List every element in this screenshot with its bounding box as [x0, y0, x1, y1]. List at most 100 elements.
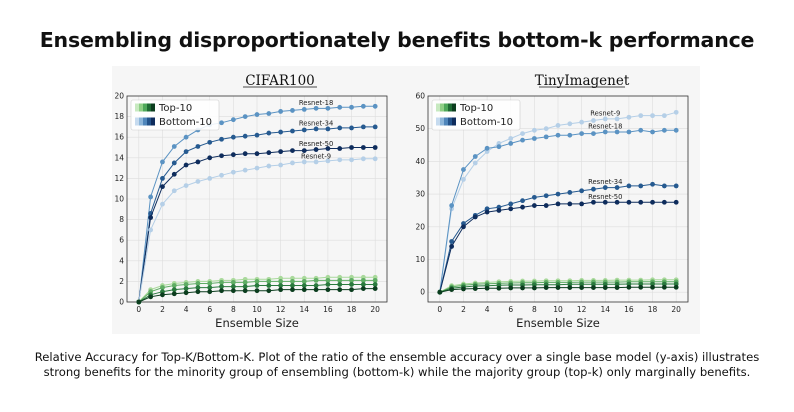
y-tick-label: 40: [415, 157, 425, 166]
data-point: [360, 145, 366, 150]
data-point: [349, 287, 354, 293]
data-point: [555, 285, 561, 291]
data-point: [673, 199, 679, 205]
y-tick-label: 6: [119, 236, 124, 245]
x-tick-labels: 0 2 4 6 8 10 12 14 16 18 20: [136, 305, 380, 314]
legend-swatch-segment: [151, 117, 155, 126]
data-point: [207, 155, 213, 161]
data-point: [360, 286, 366, 292]
data-point: [230, 280, 236, 285]
data-point: [254, 165, 260, 171]
data-point: [579, 285, 585, 291]
data-point: [555, 123, 561, 128]
data-point: [461, 167, 466, 172]
data-point: [219, 120, 224, 126]
legend-swatch-segment: [448, 117, 452, 126]
data-point: [449, 287, 455, 292]
data-point: [372, 145, 378, 150]
x-tick-label: 6: [207, 305, 212, 314]
series-annotation: Resnet-18: [299, 99, 333, 107]
x-tick-label: 2: [160, 305, 165, 314]
legend-label-top: Top-10: [459, 103, 493, 114]
data-point: [496, 285, 502, 291]
data-point: [207, 139, 213, 145]
data-point: [290, 108, 295, 113]
x-tick-label: 4: [184, 305, 189, 314]
legend-swatch-segment: [151, 103, 155, 112]
data-point: [301, 148, 307, 153]
data-point: [171, 283, 177, 288]
data-point: [484, 209, 490, 215]
data-point: [650, 181, 655, 187]
data-point: [183, 282, 189, 287]
x-tick-label: 20: [370, 305, 380, 314]
y-tick-labels: 0 10 20 30 40 50 60: [415, 92, 425, 297]
x-tick-label: 16: [323, 305, 333, 314]
data-point: [349, 277, 354, 283]
data-point: [254, 112, 260, 117]
y-tick-label: 14: [114, 153, 124, 162]
data-point: [242, 114, 248, 119]
data-point: [171, 291, 177, 297]
data-point: [638, 183, 644, 189]
series-annotation: Resnet-9: [590, 109, 620, 117]
data-point: [160, 159, 165, 165]
x-tick-label: 8: [231, 305, 236, 314]
data-point: [626, 284, 632, 290]
legend-swatch-segment: [440, 103, 444, 112]
figure-panel: CIFAR100 Resnet-18 Resnet-34 Resnet-50 Resn…: [112, 66, 700, 334]
data-point: [673, 127, 679, 133]
data-point: [313, 287, 319, 293]
data-point: [254, 279, 260, 284]
data-point: [183, 286, 189, 292]
data-point: [650, 284, 655, 290]
data-point: [372, 286, 378, 292]
data-point: [650, 199, 655, 205]
data-point: [301, 127, 307, 133]
data-point: [160, 176, 165, 181]
legend-swatch-segment: [452, 103, 456, 112]
data-point: [219, 280, 224, 285]
x-tick-labels: 0 2 4 6 8 10 12 14 16 18 20: [437, 305, 681, 314]
data-point: [160, 292, 165, 298]
y-tick-label: 0: [420, 288, 425, 297]
data-point: [591, 285, 596, 291]
data-point: [290, 148, 295, 153]
legend-swatch-segment: [139, 103, 143, 112]
data-point: [148, 294, 154, 300]
y-tick-label: 20: [415, 222, 425, 231]
data-point: [591, 131, 596, 137]
x-tick-label: 18: [347, 305, 357, 314]
data-point: [301, 279, 307, 284]
x-tick-label: 8: [532, 305, 537, 314]
data-point: [614, 285, 620, 291]
data-point: [242, 288, 248, 294]
data-point: [531, 194, 537, 200]
x-axis-label: Ensemble Size: [215, 316, 299, 330]
data-point: [301, 283, 307, 288]
data-point: [195, 144, 201, 149]
data-point: [349, 145, 354, 150]
data-point: [219, 153, 224, 159]
data-point: [337, 157, 343, 163]
chart-cifar100: CIFAR100 Resnet-18Resnet-34Resnet-50Resn…: [114, 73, 388, 330]
data-point: [360, 156, 366, 162]
data-point: [602, 199, 608, 205]
y-tick-label: 10: [415, 255, 425, 264]
data-point: [278, 149, 284, 155]
data-point: [219, 288, 224, 294]
data-point: [372, 282, 378, 287]
data-point: [183, 162, 189, 168]
plot-frame: [427, 95, 689, 303]
data-point: [626, 183, 632, 189]
data-point: [626, 129, 632, 135]
legend-swatch-segment: [444, 117, 448, 126]
caption-line-1: Relative Accuracy for Top-K/Bottom-K. Pl…: [34, 350, 760, 364]
data-point: [183, 149, 189, 155]
data-point: [242, 151, 248, 157]
series-annotation: Resnet-50: [588, 193, 622, 201]
x-tick-label: 2: [461, 305, 466, 314]
data-point: [219, 172, 224, 178]
data-point: [337, 125, 343, 131]
data-point: [520, 285, 525, 291]
